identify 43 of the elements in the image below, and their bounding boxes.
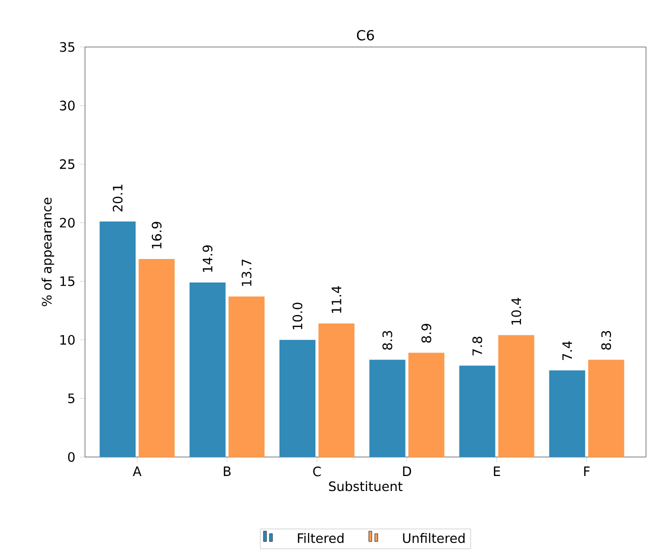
chart-title: C6 xyxy=(356,30,374,41)
y-tick-label: 15 xyxy=(60,276,74,286)
y-tick-label: 5 xyxy=(68,394,74,404)
data-label: 14.9 xyxy=(202,245,212,272)
bar xyxy=(498,335,534,457)
data-label: 20.1 xyxy=(112,184,123,212)
bar xyxy=(369,360,406,457)
data-label: 16.9 xyxy=(152,222,162,248)
x-tick-label: E xyxy=(494,466,500,476)
bar xyxy=(228,296,265,457)
bar xyxy=(459,366,496,457)
y-tick-label: 35 xyxy=(60,42,74,52)
data-label: 11.4 xyxy=(332,286,342,313)
y-axis-title: % of appearance xyxy=(42,198,54,306)
data-label: 7.8 xyxy=(472,336,482,356)
data-label: 7.4 xyxy=(562,341,572,360)
y-tick-label: 30 xyxy=(60,100,75,110)
y-tick-label: 25 xyxy=(60,159,74,170)
x-tick-label: F xyxy=(584,466,590,476)
bar xyxy=(408,352,444,457)
y-tick-label: 10 xyxy=(60,334,75,345)
bar xyxy=(138,259,175,457)
x-tick-label: B xyxy=(224,466,231,476)
x-tick-label: A xyxy=(132,466,142,476)
y-tick-label: 0 xyxy=(68,452,75,462)
bar xyxy=(100,222,136,457)
bar xyxy=(190,282,226,457)
y-tick-label: 20 xyxy=(60,218,75,228)
data-label: 10.0 xyxy=(292,302,302,330)
bar xyxy=(318,323,354,457)
data-label: 13.7 xyxy=(242,260,252,286)
x-tick-label: D xyxy=(403,466,412,476)
bar xyxy=(588,360,624,457)
x-axis-title: Substituent xyxy=(329,481,403,492)
legend-label: Filtered xyxy=(298,533,344,544)
bar xyxy=(549,370,586,457)
data-label: 8.9 xyxy=(421,324,432,343)
data-label: 8.3 xyxy=(601,331,612,350)
bar xyxy=(279,340,316,457)
x-tick-label: C xyxy=(313,466,321,476)
data-label: 10.4 xyxy=(511,298,522,325)
legend-label: Unfiltered xyxy=(403,533,465,544)
data-label: 8.3 xyxy=(382,331,392,350)
